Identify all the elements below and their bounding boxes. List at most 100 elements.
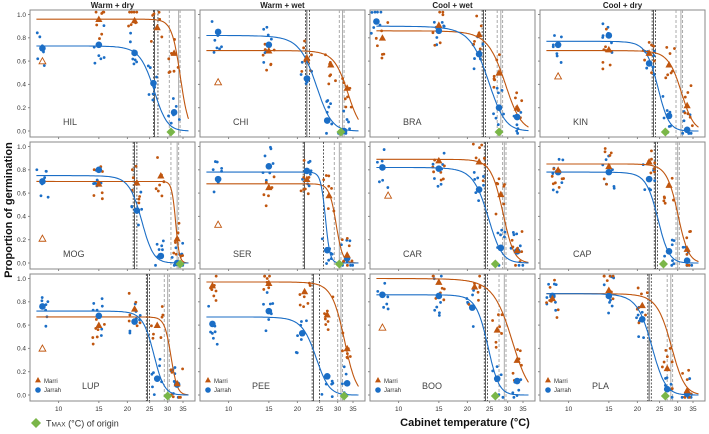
- jarrah-replicate-point: [133, 58, 137, 62]
- site-label: CAP: [573, 249, 592, 259]
- marri-replicate-point: [609, 151, 613, 155]
- marri-replicate-point: [660, 365, 664, 369]
- legend-marri-label: Marri: [384, 379, 398, 385]
- jarrah-replicate-point: [99, 334, 103, 337]
- jarrah-replicate-point: [431, 162, 435, 166]
- marri-mean-point: [645, 158, 653, 165]
- marri-replicate-point: [181, 367, 184, 371]
- marri-replicate-point: [167, 57, 171, 61]
- jarrah-replicate-point: [171, 97, 175, 100]
- jarrah-replicate-point: [345, 118, 349, 121]
- marri-replicate-point: [127, 24, 130, 28]
- marri-replicate-point: [514, 96, 517, 100]
- jarrah-replicate-point: [643, 188, 647, 191]
- jarrah-replicate-point: [177, 118, 181, 121]
- marri-mean-point: [605, 286, 613, 294]
- marri-replicate-point: [494, 345, 498, 349]
- marri-replicate-point: [510, 238, 514, 242]
- jarrah-replicate-point: [269, 147, 273, 151]
- jarrah-mean-point: [39, 44, 46, 52]
- jarrah-mean-point: [475, 186, 483, 193]
- marri-fitted-curve: [36, 316, 189, 396]
- tmax-diamond: [660, 127, 670, 137]
- jarrah-mean-point: [379, 164, 386, 171]
- jarrah-replicate-point: [300, 60, 304, 64]
- jarrah-replicate-point: [636, 313, 640, 317]
- jarrah-replicate-point: [299, 338, 303, 341]
- x-tick-label: 35: [519, 406, 527, 413]
- y-tick-label: 1.0: [17, 144, 26, 151]
- site-label: SER: [233, 249, 252, 259]
- y-tick-label: 0.8: [17, 167, 26, 174]
- panel-frame: [539, 9, 706, 138]
- marri-replicate-point: [645, 291, 649, 295]
- marri-replicate-point: [601, 60, 605, 64]
- x-tick-label: 10: [55, 406, 63, 413]
- marri-replicate-point: [334, 79, 337, 83]
- marri-replicate-point: [345, 236, 349, 240]
- jarrah-replicate-point: [551, 188, 555, 192]
- jarrah-replicate-point: [370, 10, 374, 14]
- marri-replicate-point: [326, 207, 330, 211]
- marri-replicate-point: [479, 24, 483, 28]
- jarrah-replicate-point: [42, 64, 46, 67]
- jarrah-replicate-point: [170, 256, 174, 259]
- jarrah-replicate-point: [664, 377, 667, 380]
- jarrah-mean-point: [495, 104, 503, 111]
- jarrah-replicate-point: [555, 54, 559, 58]
- marri-replicate-point: [350, 259, 354, 263]
- marri-replicate-point: [302, 46, 306, 50]
- jarrah-mean-point: [298, 329, 306, 337]
- y-tick-label: 0.8: [17, 35, 26, 42]
- jarrah-replicate-point: [330, 122, 334, 126]
- jarrah-replicate-point: [473, 57, 476, 60]
- jarrah-mean-point: [343, 380, 351, 387]
- condition-label: Cool + wet: [432, 1, 473, 10]
- jarrah-replicate-point: [154, 263, 157, 267]
- marri-replicate-point: [341, 349, 344, 353]
- marri-mean-point: [327, 60, 335, 68]
- jarrah-mean-point: [214, 28, 222, 36]
- jarrah-replicate-point: [436, 184, 440, 188]
- marri-mean-point: [663, 364, 671, 372]
- marri-replicate-point: [685, 378, 689, 382]
- marri-replicate-point: [328, 74, 332, 78]
- jarrah-replicate-point: [137, 223, 140, 227]
- jarrah-replicate-point: [688, 377, 692, 380]
- marri-replicate-point: [478, 47, 482, 51]
- marri-replicate-point: [265, 277, 269, 280]
- jarrah-replicate-point: [481, 42, 485, 46]
- marri-replicate-point: [664, 76, 668, 80]
- marri-replicate-point: [605, 279, 609, 283]
- marri-mean-point-hollow: [38, 56, 47, 65]
- jarrah-replicate-point: [517, 388, 521, 392]
- jarrah-replicate-point: [150, 372, 154, 376]
- marri-replicate-point: [665, 45, 669, 49]
- marri-replicate-point: [303, 187, 307, 191]
- marri-replicate-point: [603, 147, 607, 150]
- jarrah-replicate-point: [46, 300, 50, 304]
- jarrah-replicate-point: [680, 395, 684, 399]
- jarrah-replicate-point: [268, 302, 272, 306]
- marri-replicate-point: [128, 313, 132, 317]
- marri-replicate-point: [683, 95, 687, 99]
- marri-replicate-point: [647, 41, 651, 44]
- jarrah-replicate-point: [557, 157, 561, 161]
- marri-mean-point: [683, 245, 691, 252]
- marri-replicate-point: [299, 189, 303, 193]
- tmax-diamond: [494, 127, 504, 137]
- jarrah-mean-point: [303, 167, 311, 175]
- marri-replicate-point: [103, 322, 106, 326]
- marri-replicate-point: [264, 204, 268, 208]
- marri-mean-point: [265, 47, 273, 54]
- jarrah-replicate-point: [500, 88, 504, 92]
- site-label: PLA: [592, 381, 609, 391]
- jarrah-replicate-point: [210, 20, 214, 23]
- marri-replicate-point: [268, 274, 271, 278]
- jarrah-replicate-point: [682, 119, 686, 123]
- jarrah-replicate-point: [35, 31, 39, 35]
- marri-replicate-point: [650, 157, 653, 161]
- tmax-diamond: [175, 259, 185, 269]
- marri-replicate-point: [171, 395, 175, 399]
- jarrah-replicate-point: [93, 61, 97, 65]
